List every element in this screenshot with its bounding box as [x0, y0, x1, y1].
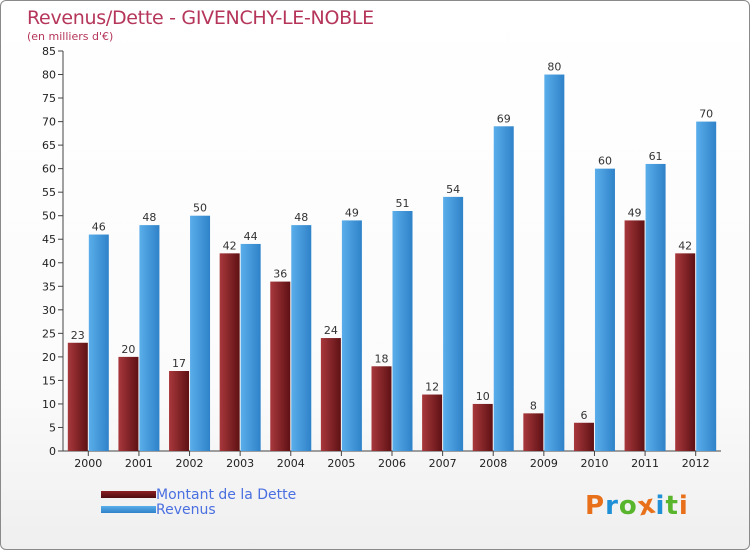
legend-swatch-revenue [101, 506, 156, 513]
x-tick-label: 2010 [580, 457, 608, 470]
revenue-bar [493, 126, 514, 451]
y-tick-label: 15 [42, 374, 56, 387]
revenue-bar [190, 215, 211, 451]
y-tick-label: 55 [42, 186, 56, 199]
x-tick-label: 2000 [74, 457, 102, 470]
legend-label-debt: Montant de la Dette [156, 487, 297, 503]
revenue-bar [291, 225, 312, 451]
revenue-data-label: 49 [345, 206, 359, 219]
debt-data-label: 23 [71, 329, 85, 342]
debt-bar [320, 338, 341, 451]
x-tick-label: 2006 [378, 457, 406, 470]
x-tick-label: 2007 [429, 457, 457, 470]
debt-bar [371, 366, 392, 451]
revenue-bar [341, 220, 362, 451]
y-tick-label: 60 [42, 163, 56, 176]
y-tick-label: 85 [42, 45, 56, 58]
debt-bar [118, 356, 139, 451]
debt-bar [523, 413, 544, 451]
revenue-bar [594, 168, 615, 451]
revenue-data-label: 46 [92, 221, 106, 234]
x-tick-label: 2002 [176, 457, 204, 470]
debt-data-label: 18 [375, 352, 389, 365]
revenue-data-label: 60 [598, 155, 612, 168]
debt-data-label: 42 [223, 239, 237, 252]
debt-data-label: 49 [628, 206, 642, 219]
y-tick-label: 70 [42, 116, 56, 129]
revenue-data-label: 48 [142, 211, 156, 224]
x-tick-label: 2004 [277, 457, 305, 470]
y-tick-label: 10 [42, 398, 56, 411]
x-tick-label: 2009 [530, 457, 558, 470]
revenue-data-label: 70 [699, 108, 713, 121]
debt-bar [270, 281, 291, 451]
x-tick-label: 2001 [125, 457, 153, 470]
x-tick-label: 2011 [631, 457, 659, 470]
y-tick-label: 25 [42, 327, 56, 340]
debt-bar [472, 403, 493, 451]
chart-subtitle: (en milliers d'€) [27, 30, 114, 43]
revenue-bar [392, 211, 413, 451]
revenue-data-label: 61 [649, 150, 663, 163]
y-tick-label: 80 [42, 69, 56, 82]
chart-title: Revenus/Dette - GIVENCHY-LE-NOBLE [27, 7, 374, 29]
y-tick-label: 20 [42, 351, 56, 364]
x-tick-label: 2003 [226, 457, 254, 470]
debt-bar [624, 220, 645, 451]
debt-bar [219, 253, 240, 451]
y-tick-label: 35 [42, 280, 56, 293]
revenue-bar [544, 74, 565, 451]
debt-data-label: 36 [273, 268, 287, 281]
y-tick-label: 30 [42, 304, 56, 317]
debt-bar [67, 342, 88, 451]
debt-data-label: 20 [121, 343, 135, 356]
y-tick-label: 75 [42, 92, 56, 105]
legend-swatch-debt [101, 491, 156, 498]
legend-label-revenue: Revenus [156, 502, 216, 518]
debt-bar [422, 394, 443, 451]
revenue-data-label: 51 [396, 197, 410, 210]
revenue-data-label: 54 [446, 183, 460, 196]
x-tick-label: 2005 [327, 457, 355, 470]
revenue-bar [240, 243, 261, 451]
revenue-data-label: 48 [294, 211, 308, 224]
revenue-bar [443, 196, 464, 451]
debt-data-label: 12 [425, 381, 439, 394]
revenue-bar [88, 234, 109, 451]
y-tick-label: 0 [49, 445, 56, 458]
proxiti-logo: Proxiti [585, 489, 689, 523]
x-tick-label: 2012 [682, 457, 710, 470]
debt-data-label: 10 [476, 390, 490, 403]
y-tick-label: 65 [42, 139, 56, 152]
debt-data-label: 8 [530, 399, 537, 412]
y-tick-label: 5 [49, 421, 56, 434]
revenue-data-label: 44 [244, 230, 258, 243]
revenue-data-label: 80 [547, 61, 561, 74]
revenue-data-label: 69 [497, 112, 511, 125]
data-labels: 23 46 20 48 17 50 42 44 36 48 24 49 18 51 12 54 10 69 8 80 6… [71, 61, 713, 422]
revenue-bar [696, 121, 717, 452]
debt-data-label: 6 [580, 409, 587, 422]
y-tick-label: 40 [42, 257, 56, 270]
debt-data-label: 24 [324, 324, 338, 337]
revenue-data-label: 50 [193, 202, 207, 215]
y-tick-label: 45 [42, 233, 56, 246]
bars [67, 74, 717, 452]
revenue-bar [139, 225, 160, 451]
revenue-bar [645, 163, 666, 452]
debt-bar [675, 253, 696, 451]
debt-data-label: 17 [172, 357, 186, 370]
debt-data-label: 42 [678, 239, 692, 252]
y-tick-label: 50 [42, 210, 56, 223]
debt-bar [573, 422, 594, 451]
x-tick-label: 2008 [479, 457, 507, 470]
debt-bar [169, 371, 190, 451]
